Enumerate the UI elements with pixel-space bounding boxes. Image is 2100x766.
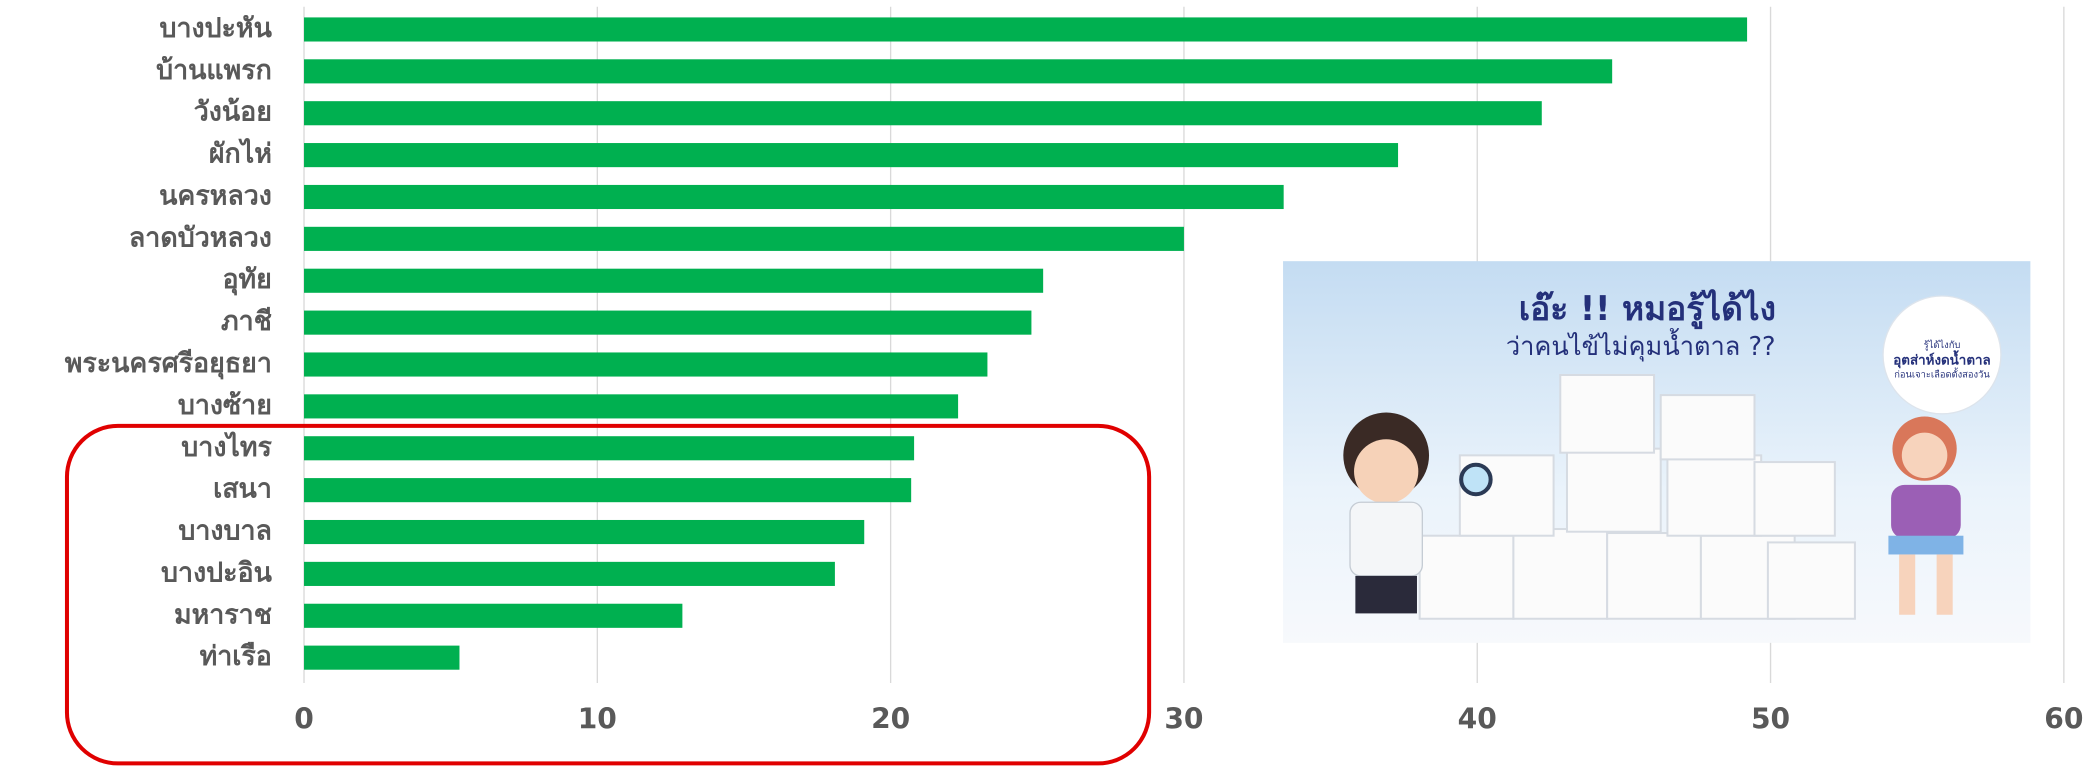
y-tick-label: ลาดบัวหลวง [129,222,272,253]
y-tick-label: มหาราช [174,599,272,630]
bar [304,520,864,544]
x-tick-label: 10 [578,703,617,736]
x-tick-label: 30 [1164,703,1203,736]
inset-subtitle: ว่าคนไข้ไม่คุมน้ำตาล ?? [1506,328,1776,362]
x-tick-label: 40 [1458,703,1497,736]
x-tick-label: 0 [294,703,314,736]
y-tick-label: ผักไห่ [209,138,272,170]
bubble-line: รู้ได้ไงกับ [1924,339,1961,351]
y-tick-label: วังน้อย [194,97,272,128]
bar [304,562,835,586]
bar [304,646,459,670]
bar [304,269,1043,293]
bar [304,17,1747,41]
y-tick-label: เสนา [213,474,272,505]
y-tick-label: บางปะหัน [159,13,272,44]
y-tick-label: บางปะอิน [161,557,273,588]
bar [304,143,1398,167]
chart-body: 0 10 20 30 40 50 60 บางปะหันบ้านแพรกวังน้อยผักไ… [65,7,2084,764]
bar [304,185,1284,209]
bar [304,352,987,376]
y-tick-label: นครหลวง [159,180,272,211]
y-tick-label: ท่าเรือ [200,641,272,672]
y-tick-label: บางซ้าย [178,390,272,421]
chart: 0 10 20 30 40 50 60 บางปะหันบ้านแพรกวังน้อยผักไ… [0,0,2100,766]
y-tick-label: บ้านแพรก [156,55,272,86]
y-tick-label: บางบาล [178,516,272,547]
page: 0 10 20 30 40 50 60 บางปะหันบ้านแพรกวังน้อยผักไ… [0,0,2100,766]
bar [304,604,682,628]
y-tick-label: พระนครศรีอยุธยา [65,348,272,380]
inset-image: เอ๊ะ !! หมอรู้ได้ไง ว่าคนไข้ไม่คุมน้ำตาล… [1283,261,2030,643]
bar [304,227,1184,251]
x-tick-label: 60 [2044,703,2083,736]
bar [304,311,1031,335]
bar [304,394,958,418]
inset-title: เอ๊ะ !! หมอรู้ได้ไง [1519,289,1776,330]
bubble-line: ก่อนเจาะเลือดตั้งสองวัน [1894,368,1990,381]
y-tick-label: บางไทร [181,431,272,463]
x-tick-label: 20 [871,703,910,736]
y-tick-label: ภาชี [221,306,272,337]
bar [304,436,914,460]
bar [304,59,1612,83]
bar [304,101,1542,125]
y-tick-label: อุทัย [222,264,271,296]
bar [304,478,911,502]
x-tick-label: 50 [1751,703,1790,736]
